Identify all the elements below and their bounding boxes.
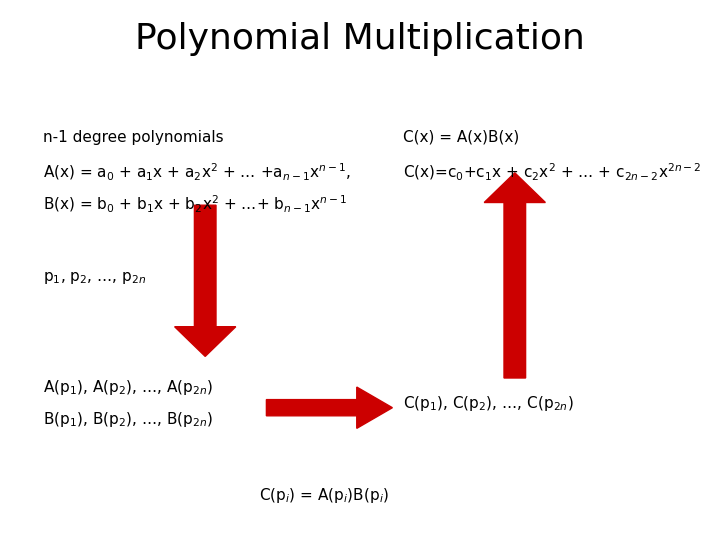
Text: p$_1$, p$_2$, …, p$_{2n}$: p$_1$, p$_2$, …, p$_{2n}$ [43, 270, 146, 286]
Text: C(x)=c$_0$+c$_1$x + c$_2$x$^2$ + … + c$_{2n-2}$x$^{2n-2}$: C(x)=c$_0$+c$_1$x + c$_2$x$^2$ + … + c$_… [403, 162, 702, 183]
Text: B(p$_1$), B(p$_2$), …, B(p$_{2n}$): B(p$_1$), B(p$_2$), …, B(p$_{2n}$) [43, 410, 213, 429]
Text: C(x) = A(x)B(x): C(x) = A(x)B(x) [403, 130, 519, 145]
Text: C(p$_1$), C(p$_2$), …, C(p$_{2n}$): C(p$_1$), C(p$_2$), …, C(p$_{2n}$) [403, 394, 574, 413]
Text: n-1 degree polynomials: n-1 degree polynomials [43, 130, 224, 145]
Text: A(p$_1$), A(p$_2$), …, A(p$_{2n}$): A(p$_1$), A(p$_2$), …, A(p$_{2n}$) [43, 378, 213, 397]
Text: Polynomial Multiplication: Polynomial Multiplication [135, 22, 585, 56]
Text: C(p$_i$) = A(p$_i$)B(p$_i$): C(p$_i$) = A(p$_i$)B(p$_i$) [259, 486, 390, 505]
FancyArrow shape [174, 205, 236, 356]
FancyArrow shape [266, 387, 392, 428]
Text: A(x) = a$_0$ + a$_1$x + a$_2$x$^2$ + … +a$_{n-1}$x$^{n-1}$,: A(x) = a$_0$ + a$_1$x + a$_2$x$^2$ + … +… [43, 162, 351, 183]
FancyArrow shape [484, 173, 546, 378]
Text: B(x) = b$_0$ + b$_1$x + b$_2$x$^2$ + …+ b$_{n-1}$x$^{n-1}$: B(x) = b$_0$ + b$_1$x + b$_2$x$^2$ + …+ … [43, 194, 348, 215]
